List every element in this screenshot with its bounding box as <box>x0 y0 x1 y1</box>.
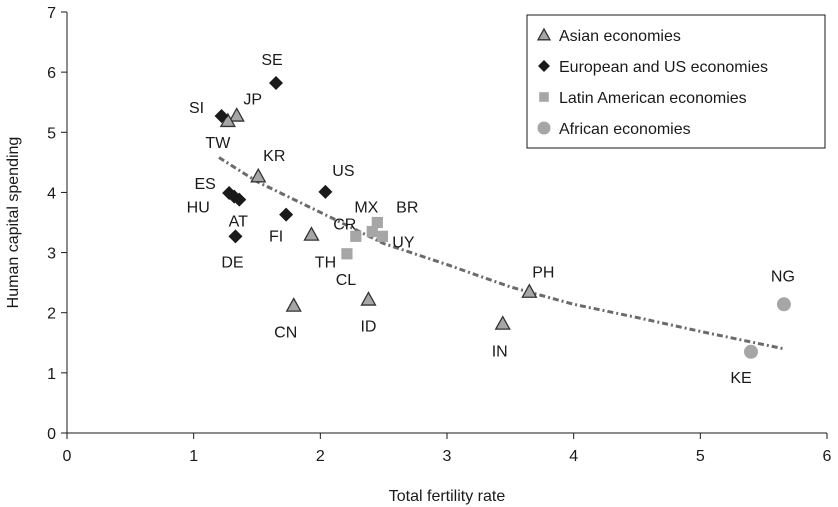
point-label-br: BR <box>396 200 418 217</box>
legend-label: European and US economies <box>559 59 768 76</box>
axes: 0 1 2 3 4 5 6 7 0 1 2 3 4 5 6 <box>47 5 831 465</box>
point-label-cl: CL <box>336 272 357 289</box>
y-axis-title: Human capital spending <box>5 137 22 309</box>
data-point-ph <box>521 283 538 298</box>
data-point-cr <box>350 230 362 242</box>
x-tick-label: 2 <box>316 448 325 465</box>
data-point-in <box>494 315 511 330</box>
data-point-mx <box>371 216 383 229</box>
point-label-th: TH <box>315 255 336 272</box>
point-label-fi: FI <box>269 229 283 246</box>
data-point-id <box>360 291 377 306</box>
y-tick-label: 0 <box>47 426 56 443</box>
point-label-us: US <box>332 163 354 180</box>
legend-marker-circle <box>537 121 551 135</box>
data-point-fi <box>279 207 294 222</box>
series-diamond <box>214 75 333 244</box>
y-tick-label: 3 <box>47 246 56 263</box>
data-point-at <box>232 192 247 207</box>
x-axis-title: Total fertility rate <box>389 488 506 505</box>
data-point-de <box>228 229 243 244</box>
data-point-se <box>269 75 283 90</box>
x-tick-label: 1 <box>189 448 198 465</box>
legend-label: Asian economies <box>559 28 681 45</box>
point-label-ng: NG <box>771 268 795 285</box>
point-label-ph: PH <box>532 265 554 282</box>
legend: Asian economies European and US economies… <box>526 14 826 149</box>
trendline <box>218 156 785 351</box>
point-label-ke: KE <box>730 370 751 387</box>
point-label-tw: TW <box>205 135 231 152</box>
x-tick-label: 3 <box>443 448 452 465</box>
point-label-id: ID <box>360 318 376 335</box>
data-point-th <box>303 226 320 241</box>
x-tick-label: 0 <box>63 448 72 465</box>
point-label-uy: UY <box>392 234 415 251</box>
data-point-us <box>318 184 333 199</box>
point-label-se: SE <box>261 52 282 69</box>
y-tick-label: 4 <box>47 185 56 202</box>
point-label-mx: MX <box>354 200 378 217</box>
data-point-jp <box>228 107 245 122</box>
point-label-in: IN <box>492 344 508 361</box>
legend-label: Latin American economies <box>559 90 747 107</box>
data-point-cn <box>285 297 302 312</box>
data-point-kr <box>250 167 267 183</box>
series-circle <box>744 297 791 359</box>
point-label-cr: CR <box>333 216 356 233</box>
point-label-jp: JP <box>243 91 262 108</box>
point-label-si: SI <box>189 100 204 117</box>
x-tick-label: 4 <box>569 448 578 465</box>
point-label-at: AT <box>229 214 248 231</box>
data-points <box>214 75 791 359</box>
y-tick-label: 1 <box>47 366 56 383</box>
data-point-uy <box>376 230 388 242</box>
legend-box <box>526 14 826 149</box>
y-tick-label: 6 <box>47 65 56 82</box>
data-point-br <box>366 225 378 238</box>
series-square <box>341 216 388 260</box>
point-label-hu: HU <box>187 200 210 217</box>
series-triangle <box>219 107 538 330</box>
point-label-cn: CN <box>274 324 297 341</box>
point-label-es: ES <box>194 176 215 193</box>
legend-marker-square <box>539 92 549 102</box>
legend-marker-triangle <box>536 27 552 41</box>
y-tick-label: 7 <box>47 5 56 22</box>
data-point-cl <box>341 248 353 260</box>
x-tick-label: 6 <box>823 448 832 465</box>
data-point-ng <box>776 297 791 312</box>
y-tick-label: 2 <box>47 306 56 323</box>
point-label-kr: KR <box>263 148 285 165</box>
point-label-de: DE <box>221 254 243 271</box>
data-point-si <box>214 109 229 124</box>
x-tick-label: 5 <box>696 448 705 465</box>
trendline-path <box>218 156 785 351</box>
y-tick-label: 5 <box>47 125 56 142</box>
legend-label: African economies <box>559 121 691 138</box>
data-point-ke <box>744 344 758 359</box>
legend-marker-diamond <box>538 60 550 72</box>
